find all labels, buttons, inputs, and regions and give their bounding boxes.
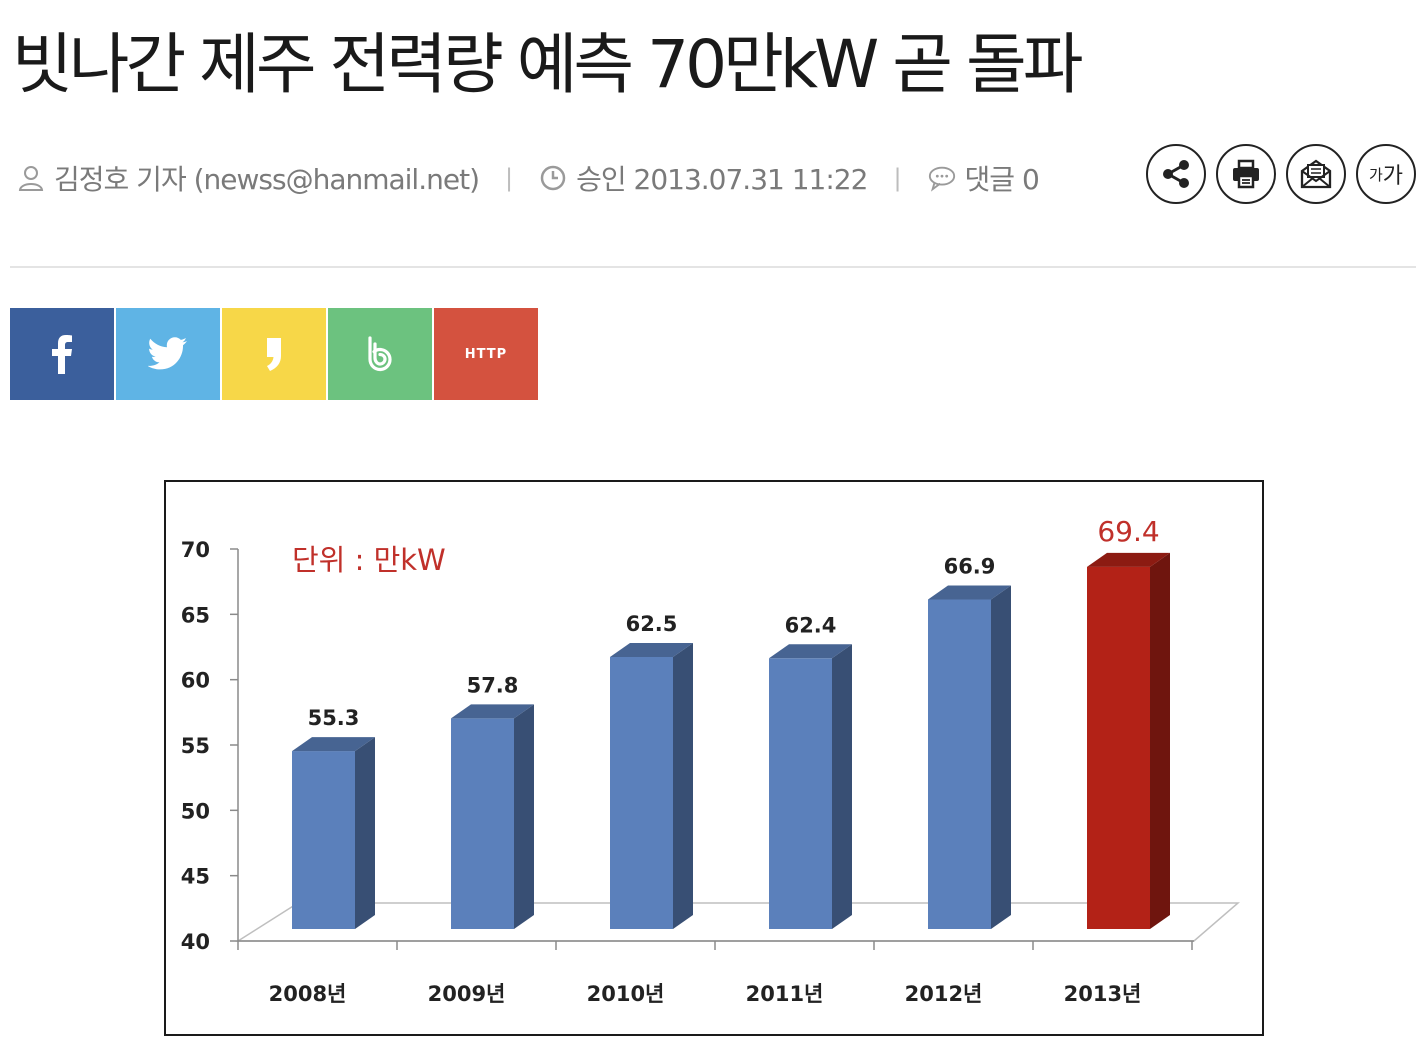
data-label: 62.4 — [785, 613, 837, 637]
comment-count[interactable]: 댓글 0 — [965, 158, 1039, 198]
meta-separator: | — [893, 164, 900, 192]
approval-date: 승인 2013.07.31 11:22 — [576, 158, 867, 198]
printer-icon — [1229, 157, 1263, 191]
bar — [1087, 567, 1150, 929]
font-size-small-label: 가 — [1369, 164, 1383, 185]
author-byline: 김정호 기자 (newss@hanmail.net) — [54, 158, 479, 198]
data-label: 55.3 — [308, 706, 360, 730]
x-tick-label: 2012년 — [905, 982, 983, 1006]
y-tick-label: 50 — [181, 799, 210, 823]
twitter-share-button[interactable] — [116, 308, 220, 400]
font-size-big-label: 가 — [1383, 158, 1403, 190]
unit-label: 단위 : 만kW — [292, 543, 446, 577]
bar — [451, 718, 514, 929]
twitter-icon — [148, 337, 188, 371]
bar — [292, 751, 355, 929]
bar-side — [1150, 553, 1170, 929]
data-label: 69.4 — [1097, 515, 1159, 548]
kakaostory-share-button[interactable] — [222, 308, 326, 400]
url-copy-button[interactable]: HTTP — [434, 308, 538, 400]
comment-icon — [927, 163, 957, 193]
facebook-share-button[interactable] — [10, 308, 114, 400]
x-tick-label: 2013년 — [1064, 982, 1142, 1006]
x-tick-label: 2009년 — [428, 982, 506, 1006]
x-tick-label: 2010년 — [587, 982, 665, 1006]
bar — [610, 657, 673, 929]
bar-side — [991, 586, 1011, 929]
power-forecast-chart: 40 45 50 55 60 65 70 55.3 2008년 57.8 2009년 62.5 2010… — [166, 482, 1262, 1034]
bar-side — [514, 704, 534, 929]
article-meta: 김정호 기자 (newss@hanmail.net) | 승인 2013.07.… — [16, 150, 1039, 206]
divider — [10, 266, 1416, 268]
share-icon — [1159, 157, 1193, 191]
data-label: 62.5 — [626, 612, 678, 636]
url-copy-label: HTTP — [465, 347, 507, 362]
print-button[interactable] — [1216, 144, 1276, 204]
facebook-icon — [50, 334, 74, 374]
article-chart-image: 40 45 50 55 60 65 70 55.3 2008년 57.8 2009년 62.5 2010… — [164, 480, 1264, 1036]
kakaostory-icon — [263, 336, 285, 372]
bar-side — [355, 737, 375, 929]
bar — [769, 658, 832, 929]
meta-separator: | — [505, 164, 512, 192]
share-button[interactable] — [1146, 144, 1206, 204]
bar-side — [832, 644, 852, 929]
social-share-bar: HTTP — [10, 308, 538, 400]
data-label: 57.8 — [467, 673, 519, 697]
data-label: 66.9 — [944, 555, 996, 579]
x-tick-label: 2008년 — [269, 982, 347, 1006]
bar — [928, 600, 991, 929]
clock-icon — [538, 163, 568, 193]
bar-side — [673, 643, 693, 929]
y-tick-label: 65 — [181, 603, 210, 627]
x-tick-label: 2011년 — [746, 982, 824, 1006]
user-icon — [16, 163, 46, 193]
y-tick-label: 55 — [181, 734, 210, 758]
article-headline: 빗나간 제주 전력량 예측 70만kW 곧 돌파 — [12, 22, 1079, 108]
email-button[interactable] — [1286, 144, 1346, 204]
y-tick-label: 40 — [181, 930, 210, 954]
band-icon — [363, 335, 397, 373]
mail-icon — [1298, 157, 1334, 191]
y-tick-label: 70 — [181, 538, 210, 562]
y-tick-label: 60 — [181, 669, 210, 693]
y-tick-label: 45 — [181, 865, 210, 889]
band-share-button[interactable] — [328, 308, 432, 400]
